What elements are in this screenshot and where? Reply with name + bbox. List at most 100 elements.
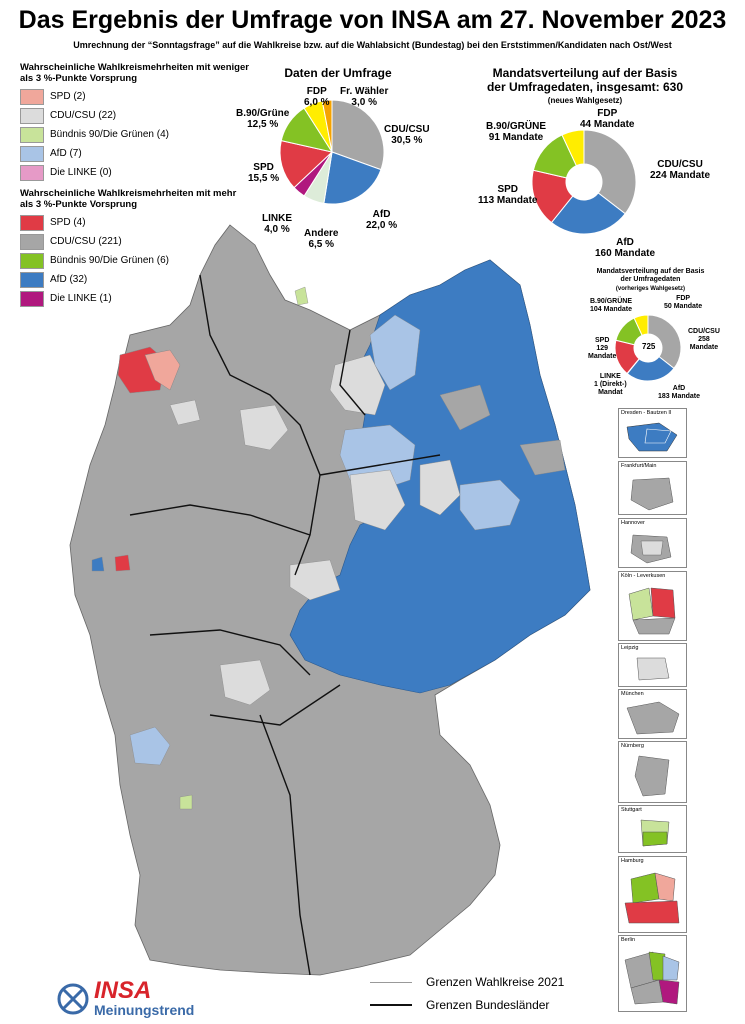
page-title: Das Ergebnis der Umfrage von INSA am 27.… — [18, 6, 727, 34]
seats-old-slice-linke — [626, 358, 640, 375]
inset-nuernberg: Nürnberg — [618, 741, 687, 803]
seats-old-note: (vorheriges Wahlgesetz) — [615, 286, 686, 292]
legend-label: Bündnis 90/Die Grünen (6) — [50, 255, 169, 266]
survey-slice-linke — [293, 151, 333, 197]
legend-item: AfD (32) — [20, 270, 250, 289]
legend-swatch — [20, 233, 44, 250]
afd-light-patch — [369, 314, 421, 391]
inset-name: Köln - Leverkusen — [621, 573, 666, 579]
legend-swatch — [20, 214, 44, 231]
state-borders — [129, 274, 441, 976]
legend-swatch — [20, 164, 44, 181]
inset-name: Leipzig — [621, 645, 639, 651]
survey-label-cdu: CDU/CSU 30,5 % — [384, 124, 430, 146]
seats-old-slice-fdp — [633, 314, 649, 336]
legend-item: AfD (7) — [20, 144, 250, 163]
seats-new-note: (neues Wahlgesetz) — [547, 96, 623, 105]
survey-label-gruene: B.90/Grüne 12,5 % — [236, 108, 290, 130]
inset-name: Berlin — [621, 937, 636, 943]
line-swatch-wahlkreise — [370, 981, 412, 983]
legend-label: AfD (7) — [50, 148, 82, 159]
inset-name: Hamburg — [621, 858, 644, 864]
seats-old-label-gruene: B.90/GRÜNE 104 Mandate — [590, 298, 633, 313]
seats-old-label-linke: LINKE 1 (Direkt-) Mandat — [594, 373, 627, 396]
gray-patch-east — [519, 439, 566, 476]
afd-light-patch — [129, 726, 171, 766]
survey-slice-andere — [303, 151, 333, 204]
inset-name: Stuttgart — [621, 807, 642, 813]
survey-label-spd: SPD 15,5 % — [248, 162, 280, 184]
seats-new-slice-cdu-csu — [583, 129, 637, 215]
inset-name: Dresden - Bautzen II — [621, 410, 672, 416]
cdu-patch-west — [239, 404, 289, 451]
inset-dresden: Dresden - Bautzen II — [618, 408, 687, 458]
germany-constituency-map — [69, 224, 591, 976]
gruene-region — [179, 794, 193, 810]
survey-slice-fdp — [303, 100, 333, 153]
inset-hamburg: Hamburg — [618, 856, 687, 933]
legend-label: Bündnis 90/Die Grünen (4) — [50, 129, 169, 140]
inset-frankfurt: Frankfurt/Main — [618, 461, 687, 515]
legend-swatch — [20, 271, 44, 288]
seats-old-center: 725 — [642, 342, 656, 351]
legend-swatch — [20, 145, 44, 162]
inset-muenchen: München — [618, 689, 687, 739]
inset-leipzig: Leipzig — [618, 643, 687, 687]
insa-logo-icon — [57, 983, 89, 1015]
legend-label: CDU/CSU (221) — [50, 236, 122, 247]
seats-new-label-cdu: CDU/CSU 224 Mandate — [650, 159, 711, 181]
survey-slice-cdu-csu — [331, 99, 385, 171]
inset-name: München — [621, 691, 644, 697]
legend-label: Die LINKE (1) — [50, 293, 112, 304]
legend-group1-title: Wahrscheinliche Wahlkreismehrheiten mit … — [20, 62, 249, 84]
inset-koeln: Köln - Leverkusen — [618, 571, 687, 641]
seats-new-label-fdp: FDP 44 Mandate — [580, 108, 635, 130]
legend-item: Bündnis 90/Die Grünen (4) — [20, 125, 250, 144]
inset-berlin: Berlin — [618, 935, 687, 1012]
seats-new-label-afd: AfD 160 Mandate — [595, 237, 656, 259]
seats-old-slice-afd — [626, 355, 675, 382]
spd-light-region — [144, 349, 181, 391]
legend-item: Bündnis 90/Die Grünen (6) — [20, 251, 250, 270]
seats-old-label-spd: SPD 129 Mandate — [588, 337, 617, 360]
legend-item: CDU/CSU (221) — [20, 232, 250, 251]
legend-swatch — [20, 126, 44, 143]
insa-logo: INSA Meinungstrend — [56, 979, 194, 1018]
survey-label-afd: AfD 22,0 % — [366, 209, 398, 231]
legend-swatch — [20, 252, 44, 269]
legend-label: SPD (4) — [50, 217, 86, 228]
legend-swatch — [20, 290, 44, 307]
survey-label-andere: Andere 6,5 % — [304, 228, 339, 250]
legend-bundeslaender: Grenzen Bundesländer — [370, 998, 549, 1012]
ruhr-spd — [114, 554, 131, 572]
cdu-patch-west — [219, 659, 271, 706]
ruhr-afd — [91, 556, 105, 572]
seats-old-title: Mandatsverteilung auf der Basis der Umfr… — [596, 268, 705, 283]
cdu-patch-east — [289, 559, 341, 601]
survey-label-linke: LINKE 4,0 % — [262, 213, 292, 235]
cdu-patch-west — [169, 399, 201, 426]
survey-label-fw: Fr. Wähler 3,0 % — [340, 86, 389, 108]
seats-new-label-gruene: B.90/GRÜNE 91 Mandate — [486, 121, 547, 143]
inset-hannover: Hannover — [618, 518, 687, 568]
survey-pie-title: Daten der Umfrage — [284, 66, 392, 80]
legend-item: SPD (2) — [20, 87, 250, 106]
legend-bundeslaender-label: Grenzen Bundesländer — [426, 998, 550, 1012]
line-swatch-bundeslaender — [370, 1004, 412, 1006]
legend-label: AfD (32) — [50, 274, 88, 285]
seats-new-slice-fdp — [561, 129, 585, 167]
seats-old-label-afd: AfD 183 Mandate — [658, 385, 701, 400]
legend-item: Die LINKE (1) — [20, 289, 250, 308]
legend-item: Die LINKE (0) — [20, 163, 250, 182]
survey-label-fdp: FDP 6,0 % — [304, 86, 330, 108]
gray-patch-east — [439, 384, 491, 431]
inset-name: Nürnberg — [621, 743, 644, 749]
legend-item: SPD (4) — [20, 213, 250, 232]
cdu-patch-east — [349, 469, 406, 531]
legend-label: CDU/CSU (22) — [50, 110, 117, 121]
seats-new-label-spd: SPD 113 Mandate — [478, 184, 538, 206]
legend-item: CDU/CSU (22) — [20, 106, 250, 125]
party-legend: Wahrscheinliche Wahlkreismehrheiten mit … — [20, 62, 250, 308]
afd-light-patch — [459, 479, 521, 531]
inset-name: Hannover — [621, 520, 645, 526]
